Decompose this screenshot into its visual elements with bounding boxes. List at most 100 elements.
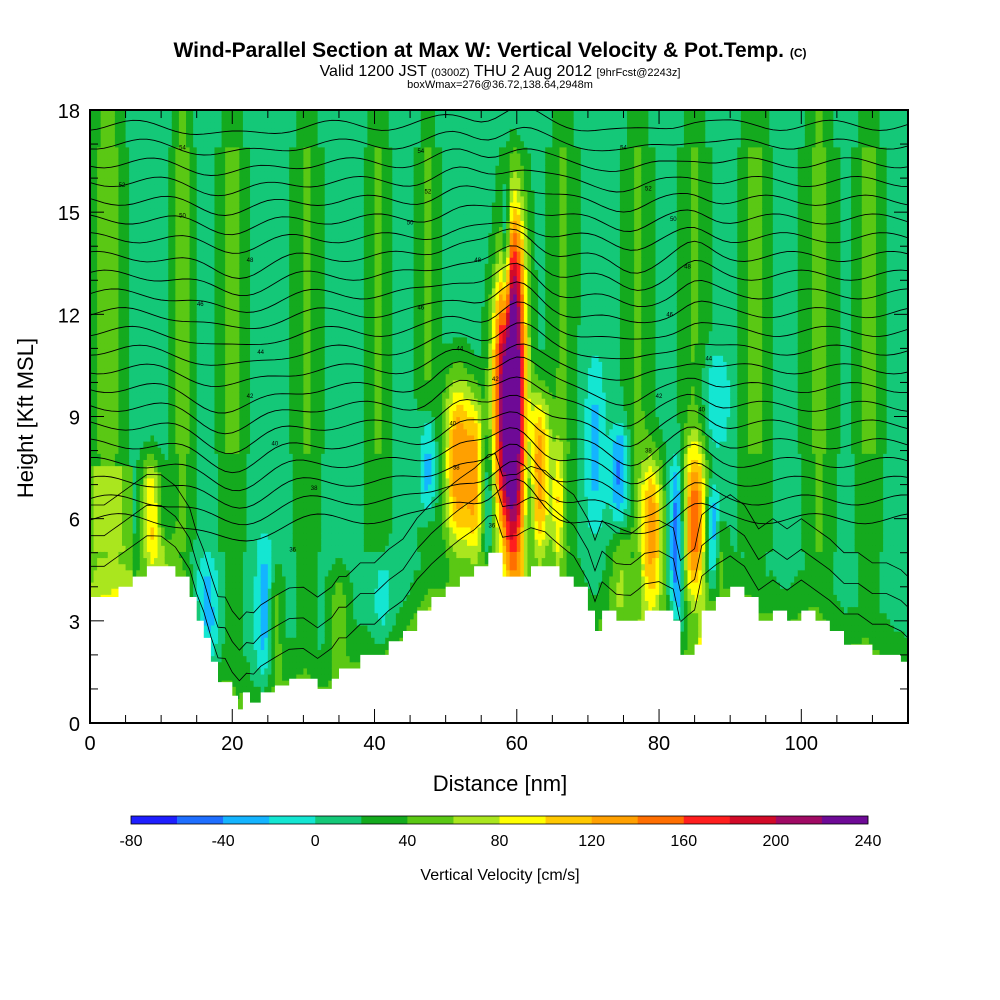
w-cell <box>232 483 237 491</box>
w-cell <box>186 263 191 270</box>
w-cell <box>157 428 162 436</box>
w-cell <box>136 287 141 295</box>
w-cell <box>161 208 166 215</box>
w-cell <box>125 177 130 185</box>
w-cell <box>225 453 230 461</box>
w-cell <box>225 257 230 264</box>
w-cell <box>107 342 112 350</box>
w-cell <box>136 459 141 467</box>
w-cell <box>235 287 240 295</box>
w-cell <box>264 594 269 601</box>
w-cell <box>200 122 205 129</box>
w-cell <box>253 367 258 375</box>
w-cell <box>146 201 152 209</box>
w-cell <box>111 483 116 491</box>
w-cell <box>171 465 176 473</box>
w-cell <box>196 300 201 307</box>
w-cell <box>221 441 226 448</box>
w-cell <box>150 159 155 166</box>
w-cell <box>232 318 237 326</box>
w-cell <box>90 459 95 467</box>
w-cell <box>193 263 198 270</box>
w-cell <box>193 226 198 234</box>
w-cell <box>168 293 173 301</box>
w-cell <box>239 287 244 295</box>
w-cell <box>196 606 201 614</box>
w-cell <box>97 496 102 503</box>
w-cell <box>178 465 184 473</box>
w-cell <box>250 226 255 234</box>
w-cell <box>253 349 258 356</box>
w-cell <box>228 441 233 448</box>
w-cell <box>257 655 262 663</box>
w-cell <box>129 312 134 320</box>
w-cell <box>90 152 95 160</box>
w-cell <box>129 434 134 442</box>
w-cell <box>253 520 258 528</box>
w-cell <box>90 171 95 179</box>
w-cell <box>196 110 201 117</box>
w-cell <box>178 189 184 197</box>
w-cell <box>100 391 105 399</box>
w-cell <box>164 159 169 166</box>
w-cell <box>242 667 248 675</box>
w-cell <box>196 324 201 332</box>
w-cell <box>221 269 226 277</box>
w-cell <box>232 404 237 411</box>
w-cell <box>118 281 123 289</box>
w-cell <box>228 361 233 369</box>
w-cell <box>182 398 187 405</box>
w-cell <box>232 637 237 644</box>
w-cell <box>250 582 255 589</box>
w-cell <box>139 232 144 240</box>
w-cell <box>221 490 226 497</box>
w-cell <box>232 434 237 442</box>
w-cell <box>242 373 248 381</box>
w-cell <box>178 563 184 571</box>
w-cell <box>157 391 162 399</box>
w-cell <box>193 422 198 430</box>
w-cell <box>157 336 162 344</box>
w-cell <box>193 526 198 534</box>
w-cell <box>168 471 173 479</box>
w-cell <box>157 226 162 234</box>
w-cell <box>139 428 144 436</box>
w-cell <box>143 490 148 497</box>
w-cell <box>93 306 98 313</box>
w-cell <box>225 122 230 129</box>
w-cell <box>132 281 137 289</box>
w-cell <box>132 183 137 191</box>
w-cell <box>207 165 212 172</box>
w-cell <box>186 520 191 528</box>
w-cell <box>214 281 219 289</box>
w-cell <box>122 582 127 589</box>
w-cell <box>257 606 262 614</box>
w-cell <box>242 600 248 608</box>
w-cell <box>175 165 180 172</box>
w-cell <box>250 257 255 264</box>
w-cell <box>242 349 248 356</box>
w-cell <box>193 563 198 571</box>
w-cell <box>178 545 184 552</box>
w-cell <box>100 281 105 289</box>
w-cell <box>253 655 258 663</box>
w-cell <box>207 177 212 185</box>
w-cell <box>182 324 187 332</box>
w-cell <box>257 624 262 632</box>
w-cell <box>107 373 112 381</box>
w-cell <box>189 385 194 393</box>
w-cell <box>218 177 223 185</box>
w-cell <box>239 680 244 687</box>
w-cell <box>214 557 219 565</box>
w-cell <box>214 367 219 375</box>
w-cell <box>136 208 141 215</box>
w-cell <box>193 257 198 264</box>
w-cell <box>225 588 230 595</box>
w-cell <box>196 600 201 608</box>
w-cell <box>168 502 173 510</box>
w-cell <box>196 355 201 362</box>
w-cell <box>161 201 166 209</box>
w-cell <box>246 667 251 675</box>
w-cell <box>253 391 258 399</box>
w-cell <box>154 557 159 565</box>
